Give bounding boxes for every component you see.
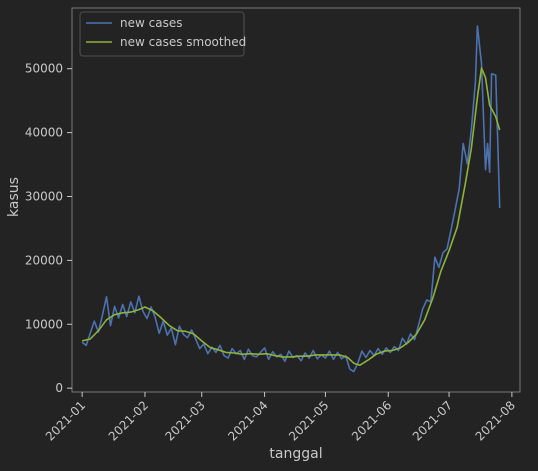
y-tick-label: 10000 bbox=[25, 317, 63, 331]
x-axis-label: tanggal bbox=[269, 446, 322, 462]
legend-label-new-cases: new cases bbox=[120, 16, 182, 30]
legend: new cases new cases smoothed bbox=[79, 11, 246, 57]
legend-label-new-cases-smoothed: new cases smoothed bbox=[120, 35, 246, 49]
y-tick-label: 20000 bbox=[25, 253, 63, 267]
series-line-new-cases-smoothed bbox=[81, 67, 501, 366]
y-axis-label: kasus bbox=[6, 177, 22, 217]
plot-frame bbox=[71, 7, 521, 393]
plot-area bbox=[71, 7, 521, 393]
y-tick-label: 40000 bbox=[25, 126, 63, 140]
y-tick-label: 30000 bbox=[25, 189, 63, 203]
y-tick-label: 0 bbox=[55, 381, 63, 395]
y-axis: 0 10000 20000 30000 40000 50000 bbox=[25, 62, 72, 395]
legend-box bbox=[79, 11, 245, 57]
y-tick-label: 50000 bbox=[25, 62, 63, 76]
